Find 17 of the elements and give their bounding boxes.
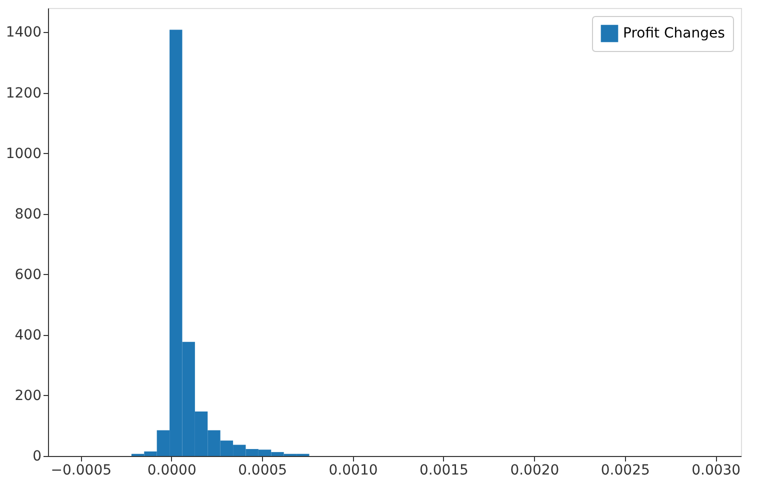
- y-tick-label: 1000: [6, 146, 42, 162]
- y-tick-label: 0: [32, 448, 42, 464]
- y-tick-label: 400: [14, 327, 42, 344]
- x-tick-label: 0.0025: [600, 462, 650, 478]
- y-tick-label: 1200: [6, 85, 42, 102]
- x-tick-label: −0.0005: [50, 462, 112, 478]
- y-tick-label: 800: [14, 206, 42, 222]
- x-tick-label: 0.0015: [419, 462, 468, 478]
- y-tick-label: 600: [14, 266, 42, 283]
- x-tick-label: 0.0010: [328, 462, 378, 478]
- x-tick-label: 0.0020: [510, 462, 560, 478]
- y-tick-label: 200: [14, 388, 42, 404]
- x-tick-label: 0.0030: [692, 462, 741, 478]
- legend-label: Profit Changes: [623, 26, 725, 42]
- y-tick-label: 1400: [6, 24, 42, 41]
- x-tick-label: 0.0005: [238, 462, 288, 478]
- x-tick-label: 0.0000: [147, 462, 196, 478]
